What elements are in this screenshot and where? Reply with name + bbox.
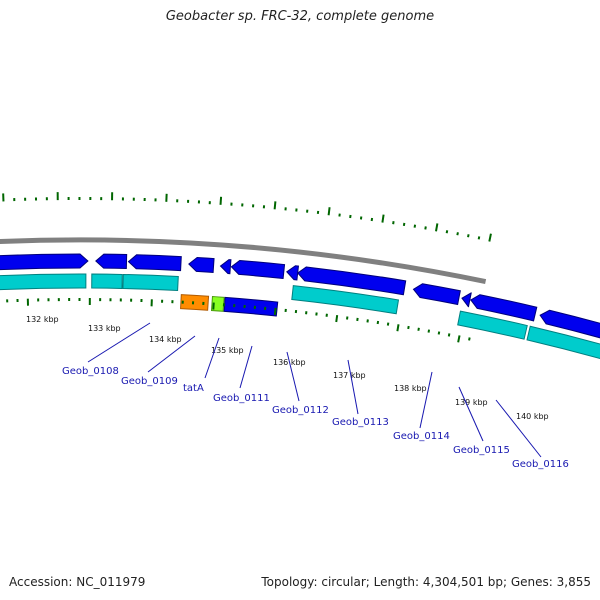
gene-label[interactable]: Geob_0116 — [512, 459, 569, 470]
inner-tick — [437, 331, 441, 335]
gene-label-group: Geob_0108 Geob_0109 tatA Geob_0111 Geob_… — [62, 366, 569, 470]
forward-gene-arrow — [286, 265, 300, 281]
gene-label[interactable]: Geob_0111 — [213, 393, 270, 404]
inner-tick — [273, 307, 277, 315]
outer-tick-ring — [2, 192, 492, 242]
inner-tick — [457, 335, 461, 343]
inner-tick — [427, 329, 431, 333]
gene-label[interactable]: Geob_0109 — [121, 376, 178, 387]
tata-gene-block — [180, 294, 210, 311]
inner-tick — [335, 314, 339, 323]
position-label: 134 kbp — [149, 335, 182, 344]
genome-summary-text: Topology: circular; Length: 4,304,501 bp… — [261, 575, 591, 589]
gene-label[interactable]: Geob_0113 — [332, 417, 389, 428]
inner-tick-ring — [6, 297, 471, 343]
forward-gene-arrow — [470, 294, 538, 322]
reverse-gene-block — [526, 325, 600, 360]
label-leader-line — [204, 337, 220, 379]
gene-label[interactable]: Geob_0115 — [453, 445, 510, 456]
forward-gene-arrow — [461, 292, 472, 308]
label-leader-line — [87, 322, 151, 363]
forward-gene-arrow — [0, 253, 89, 271]
backbone-arc — [0, 237, 487, 285]
inner-gene-block — [223, 296, 279, 317]
label-leader-line — [286, 351, 300, 402]
outer-tick — [381, 214, 385, 223]
genome-backbone — [0, 237, 487, 285]
inner-tick — [447, 333, 451, 337]
reverse-strand-track — [0, 273, 600, 360]
position-label: 135 kbp — [211, 346, 244, 355]
label-leader-line — [347, 359, 359, 415]
label-leader-line — [458, 386, 484, 442]
reverse-gene-block — [291, 285, 400, 315]
label-leader-lines — [87, 322, 542, 458]
label-leader-line — [495, 399, 542, 458]
forward-gene-arrow — [219, 259, 232, 275]
position-label: 138 kbp — [394, 384, 427, 393]
outer-tick — [456, 232, 459, 236]
accession-text: Accession: NC_011979 — [9, 575, 146, 589]
outer-tick — [327, 207, 331, 216]
geob0111-green-block — [210, 295, 225, 312]
label-leader-line — [239, 345, 253, 389]
position-label: 137 kbp — [333, 371, 366, 380]
position-label: 140 kbp — [516, 412, 549, 421]
reverse-gene-block — [0, 273, 87, 291]
outer-tick — [219, 196, 223, 205]
forward-gene-arrow — [188, 256, 215, 274]
position-label: 133 kbp — [88, 324, 121, 333]
gene-label[interactable]: Geob_0112 — [272, 405, 329, 416]
reverse-gene-block — [91, 273, 123, 289]
position-label: 132 kbp — [26, 315, 59, 324]
gene-label[interactable]: Geob_0114 — [393, 431, 450, 442]
gene-label[interactable]: Geob_0108 — [62, 366, 119, 377]
outer-tick — [445, 230, 449, 234]
reverse-gene-block — [122, 273, 179, 291]
gene-label[interactable]: tatA — [183, 383, 204, 394]
label-leader-line — [147, 335, 196, 373]
forward-gene-arrow — [230, 259, 286, 280]
outer-tick — [273, 201, 277, 210]
inner-tick — [407, 325, 410, 330]
outer-tick — [435, 223, 439, 232]
position-label: 139 kbp — [455, 398, 488, 407]
forward-strand-track — [0, 253, 600, 339]
forward-gene-arrow — [412, 283, 461, 306]
inner-tick — [396, 324, 400, 332]
reverse-gene-block — [457, 310, 528, 340]
label-leader-line — [419, 371, 433, 429]
forward-gene-arrow — [95, 253, 128, 270]
outer-tick — [424, 226, 427, 230]
inner-tick — [417, 327, 420, 331]
outer-tick — [477, 236, 481, 240]
inner-tick — [468, 337, 471, 341]
map-title: Geobacter sp. FRC-32, complete genome — [165, 9, 435, 24]
outer-tick — [467, 234, 470, 238]
forward-gene-arrow — [539, 309, 600, 339]
forward-gene-arrow — [296, 266, 407, 296]
outer-tick — [488, 233, 492, 242]
forward-gene-arrow — [127, 254, 182, 272]
